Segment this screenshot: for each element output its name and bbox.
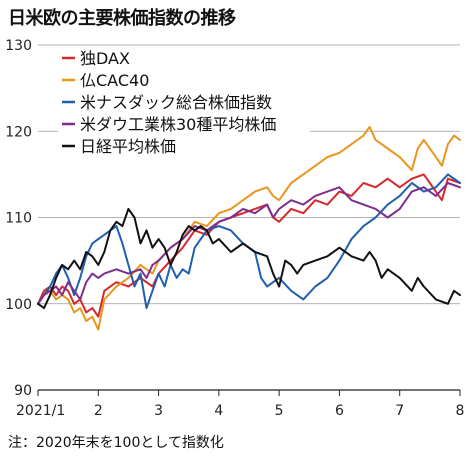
series-lines: [37, 125, 461, 331]
footnote: 注：2020年末を100として指数化: [8, 435, 224, 451]
x-tick-label-3: 4: [214, 403, 223, 419]
legend-label-4: 日経平均株価: [80, 137, 176, 156]
x-tick-label-0: 2021/1: [16, 403, 65, 419]
legend-label-3: 米ダウ工業株30種平均株価: [80, 115, 276, 134]
y-tick-label-110: 110: [5, 211, 32, 227]
series-line-4: [37, 207, 461, 310]
y-axis: 90 100 110 120 130: [5, 38, 32, 399]
series-line-1: [37, 125, 461, 331]
x-tick-label-5: 6: [335, 403, 344, 419]
x-axis: 2021/1 2 3 4 5 6 7 8: [16, 390, 464, 419]
x-tick-label-4: 5: [275, 403, 284, 419]
series-line-3: [37, 182, 461, 305]
legend-background: [58, 46, 310, 158]
series-line-2: [37, 173, 461, 310]
y-tick-label-100: 100: [5, 297, 32, 313]
legend-label-1: 仏CAC40: [80, 71, 149, 90]
y-tick-label-130: 130: [5, 38, 32, 54]
x-tick-label-6: 7: [395, 403, 404, 419]
x-tick-label-1: 2: [94, 403, 103, 419]
x-tick-label-7: 8: [456, 403, 465, 419]
legend-label-0: 独DAX: [80, 49, 130, 68]
x-tick-label-2: 3: [154, 403, 163, 419]
legend-label-2: 米ナスダック総合株価指数: [80, 93, 272, 112]
y-tick-label-120: 120: [5, 124, 32, 140]
legend: 独DAX 仏CAC40 米ナスダック総合株価指数米ダウ工業株30種平均株価日経平均株…: [58, 46, 310, 158]
chart-title: 日米欧の主要株価指数の推移: [8, 8, 236, 29]
y-tick-label-90: 90: [14, 383, 32, 399]
